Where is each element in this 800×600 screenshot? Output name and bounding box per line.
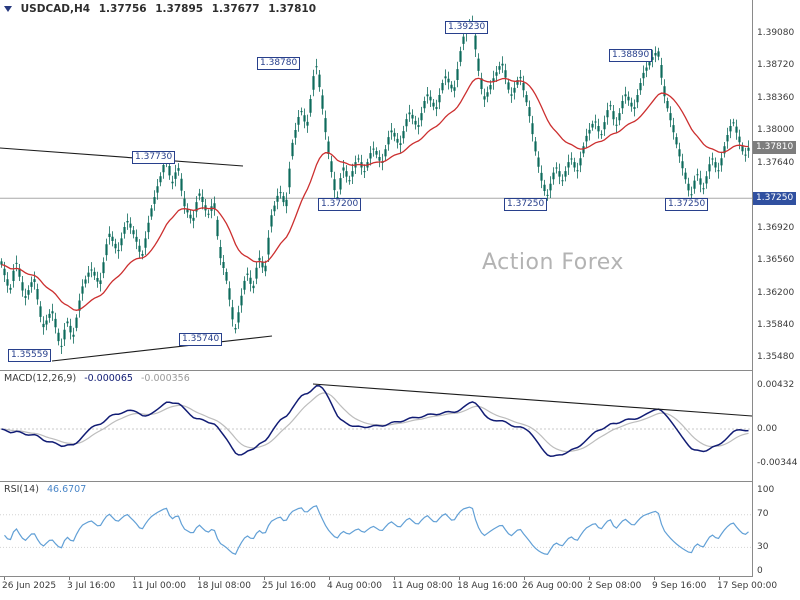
time-axis-label: 18 Aug 16:00 bbox=[457, 581, 518, 591]
ohlc-open: 1.37756 bbox=[98, 3, 147, 15]
rsi-axis-tick: 70 bbox=[757, 509, 769, 520]
time-axis[interactable]: 26 Jun 2025 3 Jul 16:00 11 Jul 00:00 18 Jul… bbox=[0, 577, 800, 600]
time-axis-label: 11 Jul 00:00 bbox=[132, 581, 186, 591]
macd-chart[interactable] bbox=[0, 371, 752, 481]
watermark: Action Forex bbox=[482, 250, 624, 275]
time-axis-label: 18 Jul 08:00 bbox=[197, 581, 251, 591]
chart-title: USDCAD,H4 1.37756 1.37895 1.37677 1.3781… bbox=[4, 3, 321, 15]
level-price-tag: 1.37250 bbox=[753, 191, 797, 205]
price-callout[interactable]: 1.37730 bbox=[132, 151, 176, 164]
time-axis-tick bbox=[199, 577, 200, 580]
symbol-label: USDCAD,H4 bbox=[20, 3, 91, 15]
rsi-value: 46.6707 bbox=[46, 484, 87, 495]
price-callout[interactable]: 1.39230 bbox=[445, 21, 489, 34]
macd-axis-tick: 0.00 bbox=[757, 423, 778, 434]
macd-axis-tick: -0.00344 bbox=[757, 457, 798, 468]
price-callout[interactable]: 1.37200 bbox=[318, 198, 362, 211]
ohlc-low: 1.37677 bbox=[211, 3, 260, 15]
price-callout[interactable]: 1.38780 bbox=[257, 57, 301, 70]
macd-value-main: -0.000065 bbox=[84, 373, 133, 384]
ohlc-close: 1.37810 bbox=[268, 3, 317, 15]
rsi-chart[interactable] bbox=[0, 482, 752, 576]
macd-panel: MACD(12,26,9) -0.000065 -0.000356 bbox=[0, 371, 752, 482]
price-callout[interactable]: 1.37250 bbox=[504, 198, 548, 211]
price-callout[interactable]: 1.35559 bbox=[8, 349, 52, 362]
rsi-name: RSI(14) bbox=[4, 484, 39, 495]
candlestick-chart[interactable] bbox=[0, 0, 752, 370]
price-axis-tick: 1.38000 bbox=[757, 125, 795, 136]
price-axis-tick: 1.38360 bbox=[757, 92, 795, 103]
time-axis-tick bbox=[524, 577, 525, 580]
macd-name: MACD(12,26,9) bbox=[4, 373, 77, 384]
time-axis-tick bbox=[264, 577, 265, 580]
time-axis-tick bbox=[654, 577, 655, 580]
time-axis-label: 25 Jul 16:00 bbox=[262, 581, 316, 591]
price-axis-tick: 1.36920 bbox=[757, 222, 795, 233]
time-axis-tick bbox=[69, 577, 70, 580]
time-axis-label: 26 Aug 00:00 bbox=[522, 581, 583, 591]
main-chart-panel: Action Forex USDCAD,H4 1.37756 1.37895 1… bbox=[0, 0, 752, 371]
ohlc-high: 1.37895 bbox=[155, 3, 204, 15]
macd-label: MACD(12,26,9) -0.000065 -0.000356 bbox=[4, 373, 195, 384]
rsi-label: RSI(14) 46.6707 bbox=[4, 484, 91, 495]
price-axis-tick: 1.37640 bbox=[757, 157, 795, 168]
time-axis-label: 2 Sep 08:00 bbox=[587, 581, 642, 591]
price-axis[interactable]: 1.39080 1.38720 1.38360 1.38000 1.37640 1.369… bbox=[752, 0, 800, 577]
current-price-tag: 1.37810 bbox=[753, 141, 797, 155]
time-axis-label: 4 Aug 00:00 bbox=[327, 581, 382, 591]
time-axis-tick bbox=[134, 577, 135, 580]
time-axis-label: 9 Sep 16:00 bbox=[652, 581, 707, 591]
time-axis-tick bbox=[459, 577, 460, 580]
rsi-axis-tick: 0 bbox=[757, 566, 763, 577]
time-axis-label: 17 Sep 00:00 bbox=[717, 581, 778, 591]
time-axis-tick bbox=[394, 577, 395, 580]
time-axis-label: 11 Aug 08:00 bbox=[392, 581, 453, 591]
price-axis-tick: 1.35840 bbox=[757, 319, 795, 330]
time-axis-label: 26 Jun 2025 bbox=[2, 581, 57, 591]
price-callout[interactable]: 1.35740 bbox=[179, 333, 223, 346]
symbol-marker-icon bbox=[4, 6, 12, 12]
price-axis-tick: 1.36200 bbox=[757, 287, 795, 298]
macd-value-signal: -0.000356 bbox=[140, 373, 190, 384]
rsi-axis-tick: 100 bbox=[757, 484, 775, 495]
rsi-panel: RSI(14) 46.6707 bbox=[0, 482, 752, 577]
macd-axis-tick: 0.00432 bbox=[757, 380, 795, 391]
price-callout[interactable]: 1.37250 bbox=[665, 198, 709, 211]
time-axis-tick bbox=[719, 577, 720, 580]
time-axis-tick bbox=[329, 577, 330, 580]
time-axis-tick bbox=[4, 577, 5, 580]
price-axis-tick: 1.38720 bbox=[757, 60, 795, 71]
time-axis-label: 3 Jul 16:00 bbox=[67, 581, 116, 591]
price-axis-tick: 1.36560 bbox=[757, 255, 795, 265]
price-axis-tick: 1.35480 bbox=[757, 352, 795, 363]
time-axis-tick bbox=[589, 577, 590, 580]
price-callout[interactable]: 1.38890 bbox=[609, 49, 653, 62]
price-axis-tick: 1.39080 bbox=[757, 27, 795, 38]
rsi-axis-tick: 30 bbox=[757, 541, 769, 552]
